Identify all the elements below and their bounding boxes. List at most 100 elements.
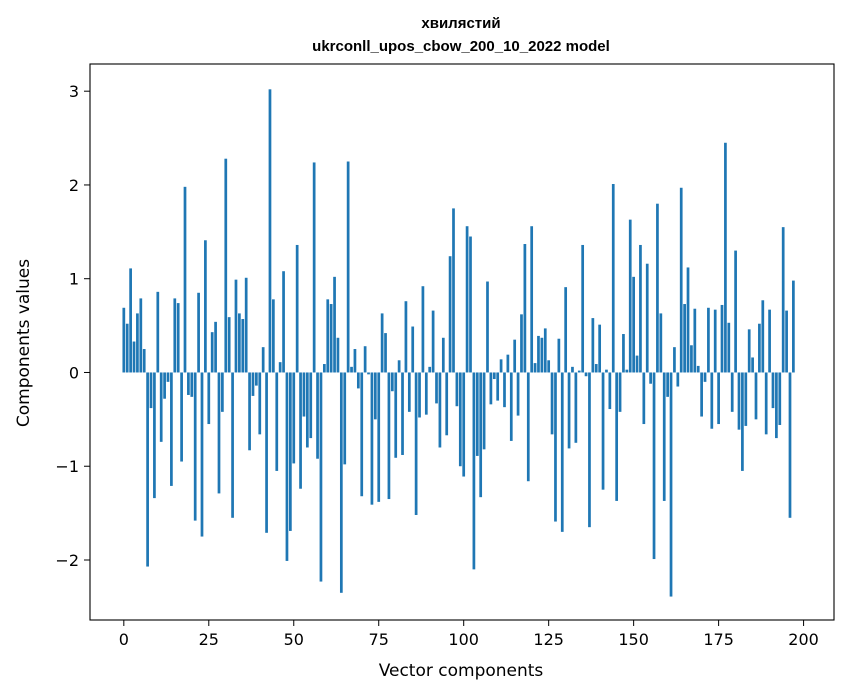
bar-87	[418, 372, 421, 418]
plot-frame	[89, 63, 835, 621]
bar-82	[401, 372, 404, 455]
bar-139	[594, 364, 598, 373]
x-tick-label: 100	[448, 630, 479, 649]
bar-150	[632, 276, 635, 373]
bar-166	[686, 267, 690, 373]
bar-113	[506, 354, 510, 373]
bar-134	[577, 370, 581, 373]
bar-18	[183, 186, 187, 373]
bar-167	[690, 345, 693, 373]
bar-154	[645, 263, 649, 373]
bar-143	[608, 372, 612, 410]
bar-131	[567, 372, 571, 449]
bar-29	[221, 372, 224, 412]
bar-20	[190, 372, 194, 397]
bar-99	[458, 372, 462, 467]
bar-160	[666, 372, 669, 397]
bar-79	[390, 372, 394, 392]
bar-164	[679, 187, 683, 373]
bar-50	[292, 372, 296, 464]
bar-69	[356, 372, 360, 389]
bar-136	[584, 372, 588, 377]
bar-189	[764, 372, 768, 435]
bar-151	[635, 355, 639, 373]
bar-5	[139, 298, 143, 373]
bar-158	[659, 313, 663, 373]
bar-70	[360, 372, 364, 497]
bar-133	[574, 372, 578, 443]
bar-194	[781, 227, 785, 373]
bar-26	[210, 332, 214, 373]
bar-125	[547, 360, 551, 373]
bar-6	[142, 349, 146, 373]
bar-76	[380, 313, 384, 373]
bar-47	[282, 271, 285, 373]
bar-61	[329, 304, 333, 373]
x-tick-label: 125	[533, 630, 564, 649]
bar-141	[601, 372, 605, 490]
y-tick-label: −1	[55, 457, 79, 476]
bar-165	[683, 304, 686, 373]
x-tick-label: 150	[618, 630, 649, 649]
bar-182	[741, 372, 744, 471]
bar-171	[703, 372, 707, 382]
bar-27	[214, 321, 217, 373]
bar-163	[676, 372, 680, 387]
y-axis-label: Components values	[14, 259, 34, 427]
bar-118	[523, 244, 527, 373]
bar-44	[272, 299, 275, 373]
y-tick-label: 3	[69, 82, 79, 101]
bar-128	[557, 338, 561, 373]
chart-title-line-1: хвилястий	[421, 15, 500, 32]
bar-92	[435, 372, 438, 404]
bar-24	[204, 240, 207, 373]
bar-149	[628, 219, 632, 373]
bar-98	[455, 372, 459, 407]
bar-122	[537, 335, 540, 373]
bar-42	[265, 372, 268, 533]
y-tick-label: 1	[69, 270, 79, 289]
bar-94	[441, 337, 445, 373]
bar-190	[768, 309, 771, 373]
bar-33	[234, 279, 238, 373]
bar-65	[343, 372, 347, 465]
bar-191	[771, 372, 775, 409]
bar-184	[747, 329, 751, 373]
bar-188	[761, 300, 765, 373]
bar-146	[618, 372, 622, 412]
bar-108	[489, 372, 493, 405]
bar-100	[462, 372, 466, 477]
bar-14	[170, 372, 173, 486]
bar-30	[224, 158, 228, 373]
bar-127	[554, 372, 557, 522]
bar-161	[669, 372, 673, 597]
x-axis-ticks: 0 25 50 75 100 125 150 175 200	[119, 620, 819, 649]
bar-77	[384, 333, 387, 373]
bar-192	[775, 372, 778, 439]
bar-112	[503, 372, 506, 408]
bar-32	[231, 372, 234, 518]
bar-62	[333, 276, 336, 373]
bar-101	[465, 226, 469, 373]
y-tick-label: 0	[69, 363, 79, 382]
bar-51	[295, 244, 299, 373]
bar-138	[591, 318, 595, 373]
bar-40	[258, 372, 262, 435]
bar-28	[217, 372, 221, 494]
bar-80	[394, 372, 398, 458]
bar-35	[241, 319, 245, 373]
bar-123	[540, 337, 544, 373]
bar-63	[336, 337, 340, 373]
bar-84	[407, 372, 411, 412]
bar-34	[238, 313, 241, 373]
bar-66	[346, 161, 350, 373]
bar-41	[261, 347, 265, 373]
bar-25	[207, 372, 211, 425]
bar-72	[367, 372, 370, 375]
bar-130	[564, 287, 568, 373]
bar-75	[377, 372, 381, 502]
bar-144	[611, 184, 615, 373]
bar-52	[299, 372, 302, 489]
bar-57	[316, 372, 319, 459]
bar-89	[424, 372, 428, 415]
